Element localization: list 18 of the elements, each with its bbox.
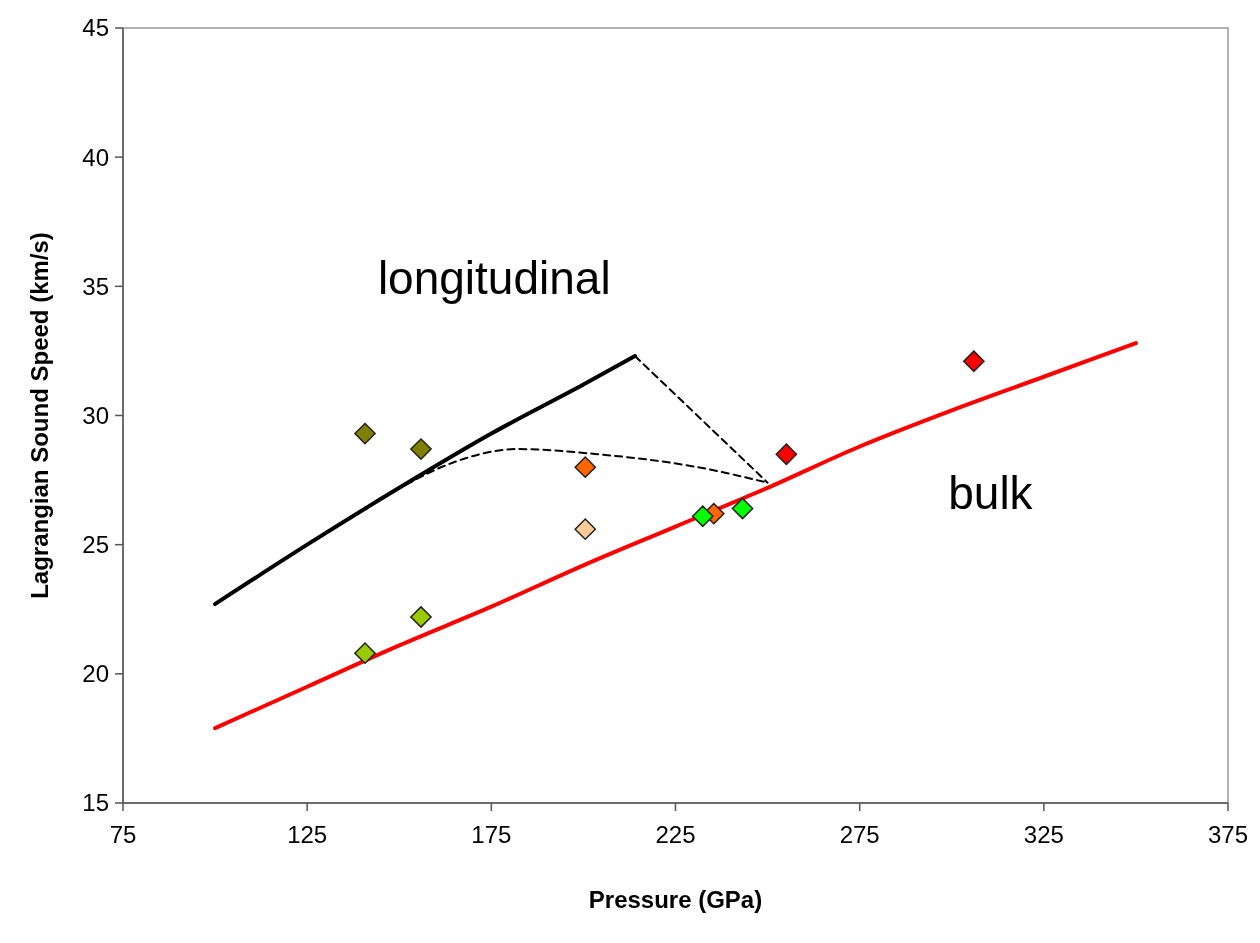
x-tick-label: 275	[839, 821, 880, 848]
x-tick-label: 125	[287, 821, 328, 848]
y-axis-title: Lagrangian Sound Speed (km/s)	[26, 232, 53, 599]
x-tick-label: 225	[655, 821, 696, 848]
y-tick-label: 40	[82, 143, 109, 171]
y-tick-label: 25	[82, 531, 109, 559]
y-tick-label: 35	[82, 272, 109, 300]
y-tick-label: 15	[82, 789, 109, 817]
x-tick-label: 75	[109, 821, 137, 848]
y-tick-label: 30	[82, 401, 109, 429]
y-tick-label: 20	[82, 660, 109, 688]
y-tick-label: 45	[82, 14, 109, 42]
annotation: bulk	[948, 467, 1034, 520]
x-tick-label: 375	[1207, 821, 1249, 848]
x-tick-label: 325	[1023, 821, 1064, 848]
x-axis-title: Pressure (GPa)	[588, 886, 763, 913]
annotation: longitudinal	[377, 251, 611, 304]
x-tick-label: 175	[471, 821, 512, 848]
